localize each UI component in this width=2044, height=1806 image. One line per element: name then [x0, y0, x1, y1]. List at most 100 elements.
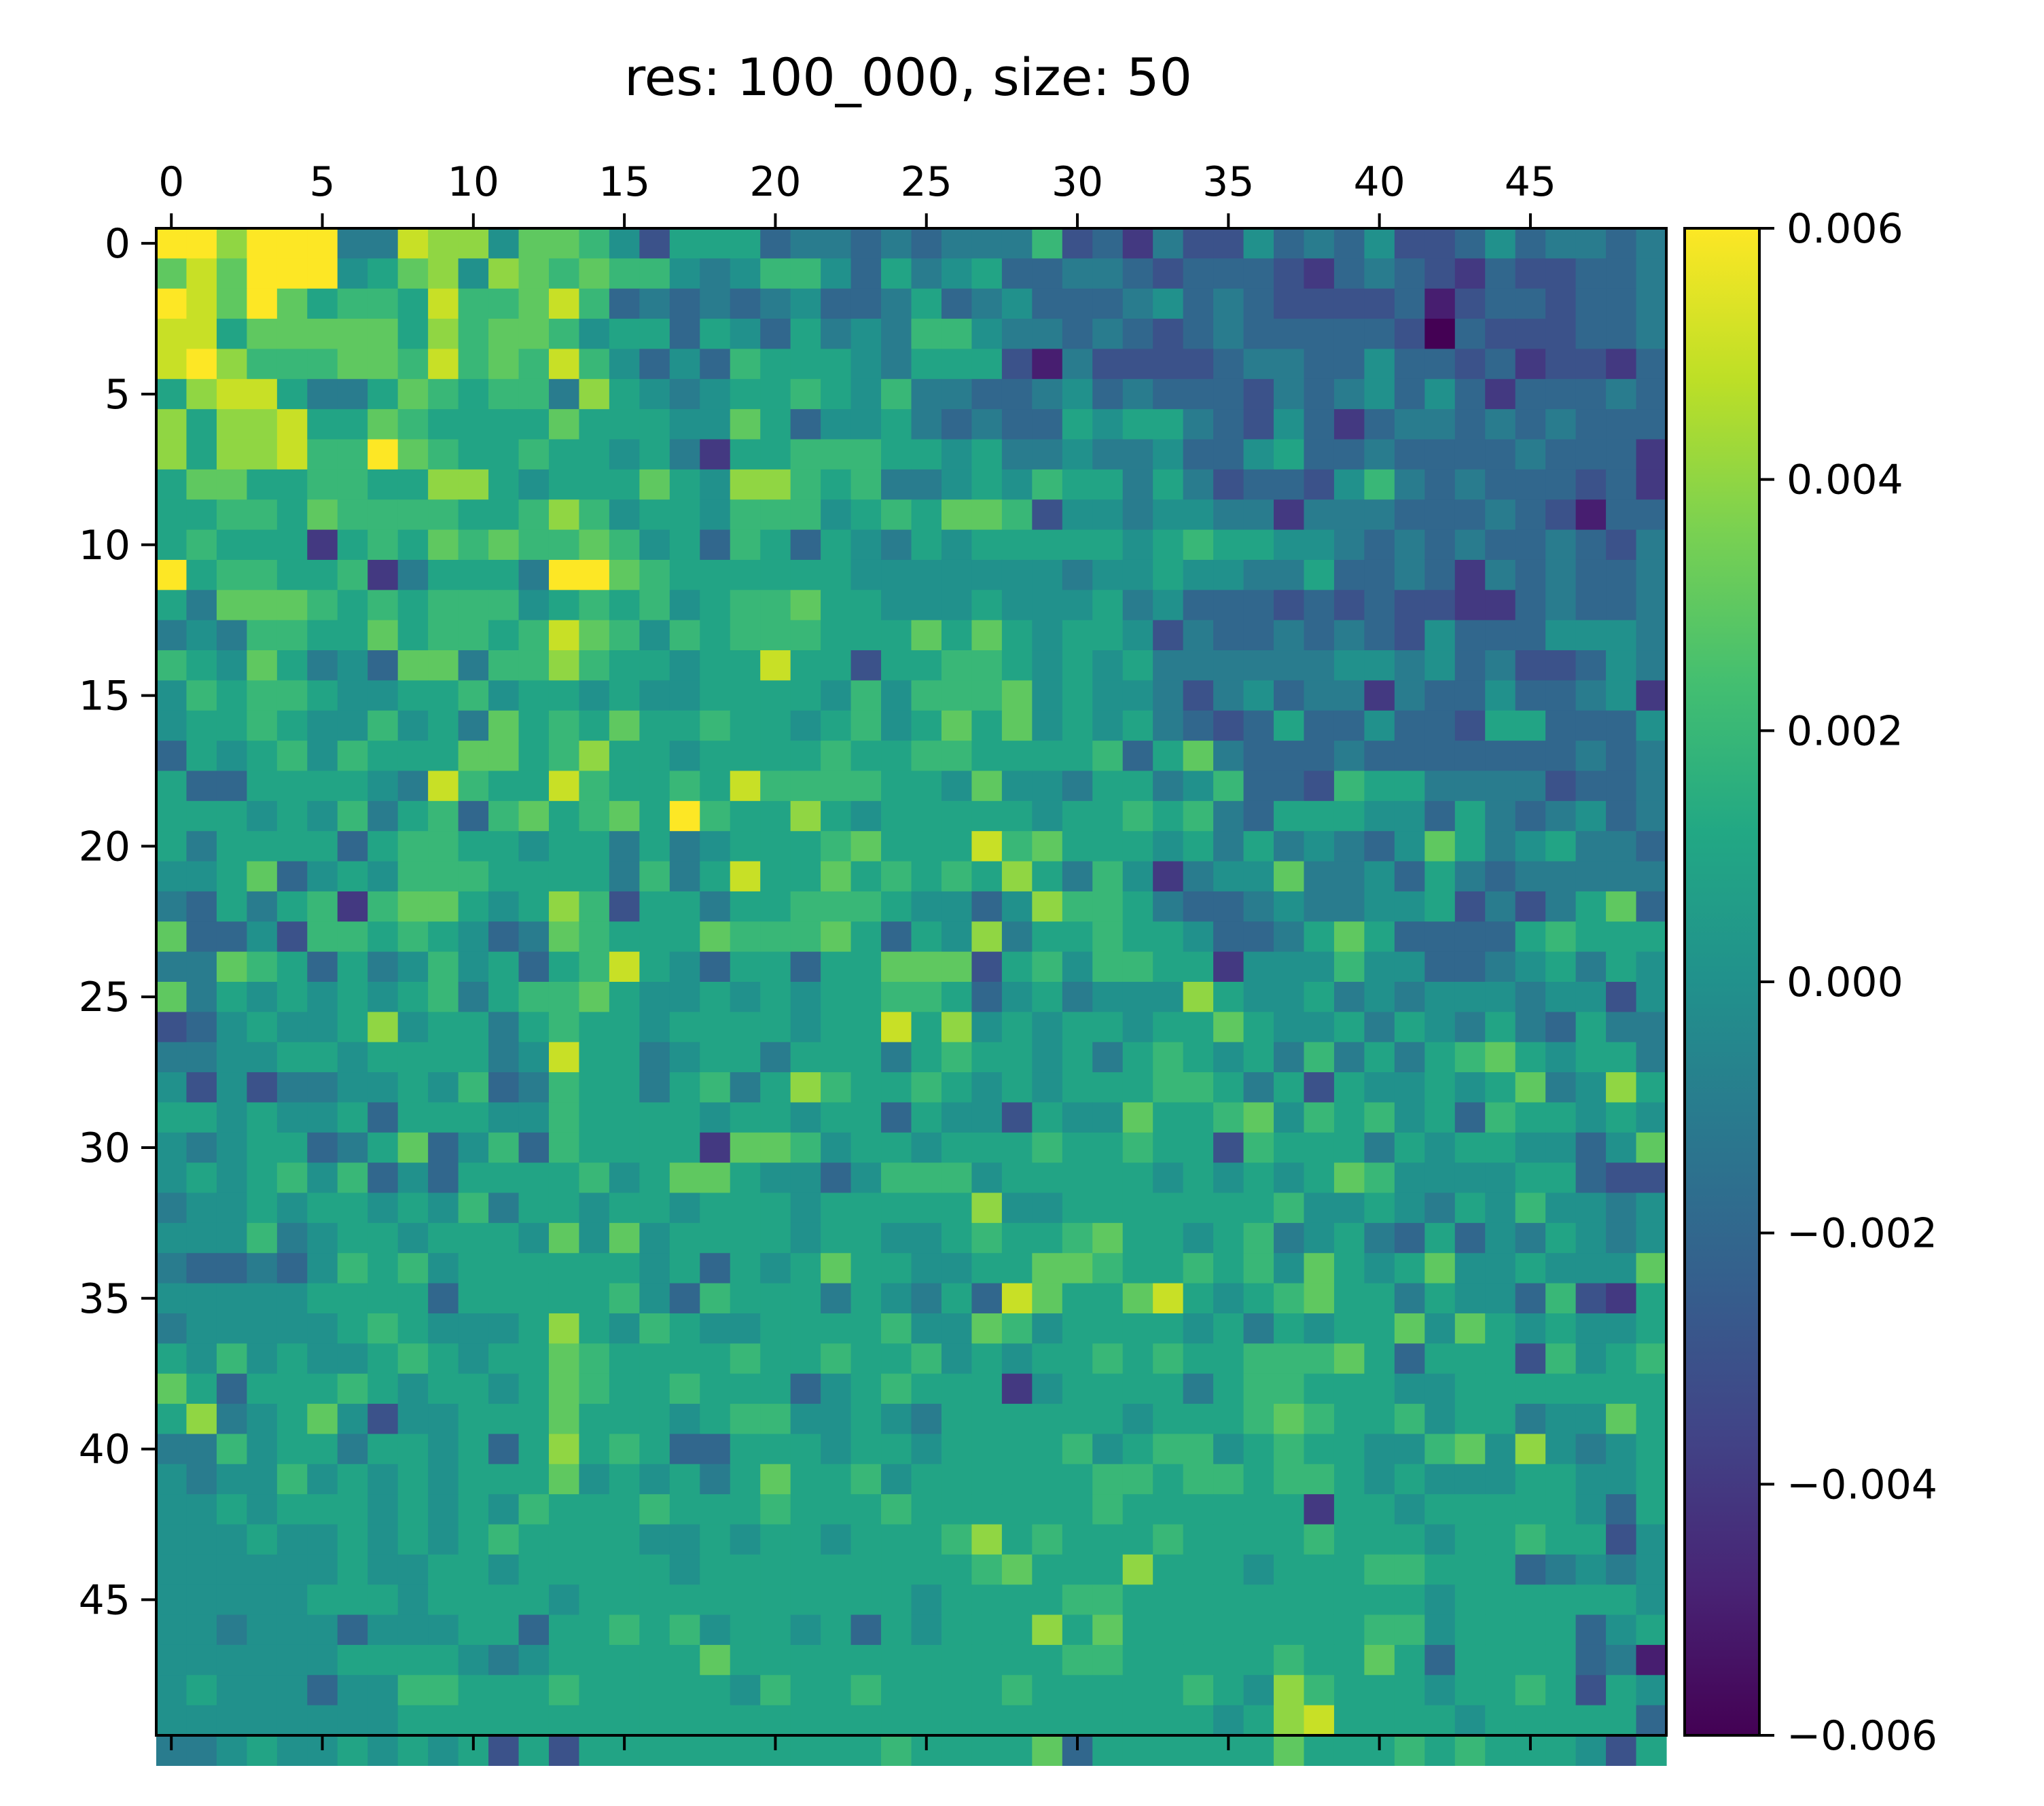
heatmap-cell: [367, 620, 399, 651]
heatmap-cell: [1153, 1012, 1184, 1043]
heatmap-cell: [700, 1012, 731, 1043]
heatmap-cell: [579, 1735, 610, 1766]
heatmap-cell: [156, 982, 187, 1012]
heatmap-cell: [1636, 409, 1667, 440]
heatmap-cell: [760, 800, 791, 832]
heatmap-cell: [881, 258, 912, 289]
heatmap-cell: [397, 680, 429, 711]
heatmap-cell: [669, 1163, 700, 1194]
heatmap-cell: [1122, 1132, 1153, 1163]
heatmap-cell: [1606, 1163, 1637, 1194]
heatmap-cell: [276, 1283, 308, 1314]
heatmap-cell: [397, 288, 429, 319]
heatmap-cell: [1575, 1192, 1607, 1224]
heatmap-cell: [609, 951, 640, 982]
heatmap-cell: [1243, 1132, 1274, 1163]
heatmap-cell: [1515, 1524, 1546, 1555]
heatmap-cell: [367, 680, 399, 711]
heatmap-cell: [216, 891, 247, 922]
heatmap-cell: [1274, 1192, 1305, 1224]
heatmap-cell: [156, 741, 187, 772]
heatmap-cell: [1424, 1404, 1456, 1434]
heatmap-cell: [850, 1283, 882, 1314]
heatmap-cell: [458, 469, 489, 500]
heatmap-cell: [397, 1343, 429, 1375]
heatmap-cell: [639, 771, 670, 802]
heatmap-cell: [1213, 1163, 1244, 1194]
heatmap-cell: [609, 1343, 640, 1375]
heatmap-cell: [337, 1012, 368, 1043]
heatmap-cell: [1333, 1253, 1365, 1284]
heatmap-cell: [881, 1675, 912, 1706]
heatmap-cell: [971, 861, 1003, 892]
heatmap-cell: [730, 951, 761, 982]
heatmap-cell: [1001, 1042, 1033, 1073]
heatmap-cell: [1636, 1253, 1667, 1284]
heatmap-cell: [579, 1132, 610, 1163]
heatmap-cell: [1394, 1705, 1425, 1736]
heatmap-cell: [760, 378, 791, 410]
heatmap-cell: [216, 1494, 247, 1525]
heatmap-cell: [790, 1373, 821, 1404]
heatmap-cell: [850, 861, 882, 892]
heatmap-cell: [488, 469, 520, 500]
heatmap-cell: [700, 921, 731, 953]
heatmap-cell: [1636, 1313, 1667, 1344]
heatmap-cell: [669, 349, 700, 380]
heatmap-cell: [1213, 349, 1244, 380]
heatmap-cell: [1243, 1524, 1274, 1555]
heatmap-cell: [1364, 1614, 1395, 1646]
heatmap-cell: [1333, 921, 1365, 953]
heatmap-cell: [700, 800, 731, 832]
heatmap-cell: [579, 1705, 610, 1736]
heatmap-cell: [367, 499, 399, 531]
heatmap-cell: [488, 409, 520, 440]
heatmap-cell: [1001, 1464, 1033, 1495]
heatmap-cell: [458, 1163, 489, 1194]
heatmap-cell: [1153, 439, 1184, 470]
heatmap-cell: [367, 891, 399, 922]
heatmap-cell: [881, 1464, 912, 1495]
heatmap-cell: [397, 529, 429, 561]
heatmap-cell: [609, 378, 640, 410]
heatmap-cell: [186, 529, 217, 561]
heatmap-cell: [307, 1192, 338, 1224]
heatmap-cell: [1515, 800, 1546, 832]
heatmap-cell: [1333, 349, 1365, 380]
heatmap-cell: [1092, 409, 1124, 440]
heatmap-cell: [1062, 710, 1093, 741]
heatmap-cell: [1394, 680, 1425, 711]
heatmap-cell: [1062, 620, 1093, 651]
heatmap-cell: [337, 590, 368, 621]
colorbar-tick-label: −0.006: [1787, 1712, 1937, 1760]
heatmap-cell: [1333, 951, 1365, 982]
heatmap-cell: [1092, 1283, 1124, 1314]
heatmap-cell: [1183, 1675, 1214, 1706]
heatmap-cell: [1364, 1072, 1395, 1103]
heatmap-cell: [790, 1012, 821, 1043]
heatmap-cell: [518, 650, 550, 681]
heatmap-cell: [1485, 378, 1516, 410]
heatmap-cell: [1243, 1012, 1274, 1043]
heatmap-cell: [1274, 771, 1305, 802]
heatmap-cell: [1183, 1644, 1214, 1676]
heatmap-cell: [1394, 831, 1425, 862]
heatmap-cell: [216, 1222, 247, 1254]
heatmap-cell: [458, 1222, 489, 1254]
heatmap-cell: [821, 1042, 852, 1073]
heatmap-cell: [790, 861, 821, 892]
heatmap-cell: [1032, 378, 1063, 410]
heatmap-cell: [518, 1584, 550, 1616]
heatmap-cell: [518, 680, 550, 711]
heatmap-cell: [337, 650, 368, 681]
heatmap-cell: [669, 1705, 700, 1736]
heatmap-cell: [1243, 1072, 1274, 1103]
heatmap-cell: [911, 1313, 942, 1344]
heatmap-cell: [1001, 1373, 1033, 1404]
heatmap-cell: [247, 1313, 278, 1344]
heatmap-cell: [307, 1584, 338, 1616]
heatmap-cell: [941, 1192, 973, 1224]
heatmap-cell: [518, 590, 550, 621]
heatmap-cell: [1485, 1434, 1516, 1465]
heatmap-cell: [156, 1644, 187, 1676]
